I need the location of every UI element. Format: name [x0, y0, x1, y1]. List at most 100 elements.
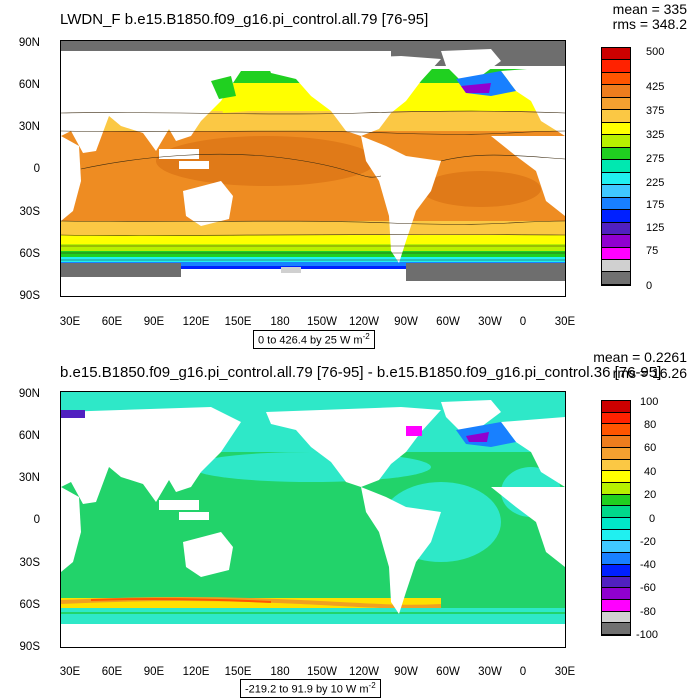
- colorbar-swatch: [602, 185, 630, 198]
- colorbar-swatch: [602, 60, 630, 73]
- panel-2-ytick: 90N: [18, 388, 40, 400]
- panel-1-ytick: 0: [33, 163, 40, 175]
- panel-1-cbar-label: 0: [646, 280, 653, 292]
- colorbar-swatch: [602, 135, 630, 148]
- colorbar-swatch: [602, 447, 630, 460]
- panel-1-xtick: 180: [270, 316, 290, 328]
- panel-1-ytick: 90S: [19, 290, 40, 302]
- panel-1-cbar-label: 75: [646, 245, 659, 257]
- panel-2-xtick: 150W: [306, 666, 338, 678]
- panel-1-range-exp: -2: [362, 332, 370, 341]
- panel-1-rms: rms = 348.2: [612, 16, 687, 32]
- panel-2-xtick: 120W: [348, 666, 380, 678]
- panel-1-cbar-label: 500: [646, 46, 665, 58]
- panel-2-colorbar-swatches: [602, 401, 630, 636]
- panel-1-xtick: 150W: [306, 316, 338, 328]
- colorbar-swatch: [602, 459, 630, 472]
- colorbar-swatch: [602, 401, 630, 413]
- panel-2-cbar-label: 0: [649, 513, 656, 525]
- panel-1-range-units: W m: [339, 334, 363, 347]
- panel-2-xtick: 90W: [394, 666, 418, 678]
- panel-2-range-units: W m: [345, 683, 369, 696]
- panel-1-xtick: 150E: [224, 316, 252, 328]
- panel-1-cbar-label: 125: [646, 222, 665, 234]
- panel-1-cbar-label: 375: [646, 105, 665, 117]
- colorbar-swatch: [602, 72, 630, 86]
- panel-2-xtick: 0: [519, 666, 527, 678]
- panel-2-cbar-label: 80: [644, 419, 657, 431]
- panel-2-xtick: 150E: [224, 666, 252, 678]
- panel-2-ytick: 30N: [18, 472, 40, 484]
- colorbar-swatch: [602, 599, 630, 612]
- panel-2-cbar-label: 100: [640, 396, 659, 408]
- colorbar-swatch: [602, 235, 630, 248]
- colorbar-swatch: [602, 172, 630, 186]
- panel-1-cbar-label: 275: [646, 153, 665, 165]
- panel-1-xtick: 90W: [394, 316, 418, 328]
- colorbar-swatch: [602, 506, 630, 519]
- panel-1-xtick: 120E: [182, 316, 210, 328]
- colorbar-swatch: [602, 611, 630, 624]
- panel-1-colorbar-swatches: [602, 48, 630, 285]
- panel-1-range-text: 0 to 426.4 by 25: [258, 334, 337, 347]
- panel-2-range-exp: -2: [368, 681, 376, 690]
- panel-1-ytick: 30S: [19, 206, 40, 218]
- colorbar-swatch: [602, 494, 630, 507]
- panel-2-ytick: 60S: [19, 599, 40, 611]
- colorbar-swatch: [602, 623, 630, 636]
- panel-1-xtick: 30E: [59, 316, 81, 328]
- panel-2-xtick: 90E: [143, 666, 165, 678]
- colorbar-swatch: [602, 85, 630, 98]
- panel-1-xtick: 60W: [436, 316, 460, 328]
- colorbar-swatch: [602, 259, 630, 273]
- panel-1-xtick: 30E: [554, 316, 576, 328]
- panel-2-ytick: 0: [33, 514, 40, 526]
- colorbar-swatch: [602, 553, 630, 565]
- panel-2-cbar-label: 20: [644, 489, 657, 501]
- colorbar-swatch: [602, 247, 630, 260]
- panel-2-cbar-label: -100: [636, 629, 659, 641]
- colorbar-swatch: [602, 588, 630, 600]
- panel-1-ytick: 30N: [18, 121, 40, 133]
- panel-1-map-svg: [61, 41, 565, 296]
- panel-1-map: [60, 40, 566, 297]
- colorbar-swatch: [602, 576, 630, 589]
- panel-2-colorbar: [601, 400, 631, 636]
- colorbar-swatch: [602, 210, 630, 223]
- panel-2-cbar-label: -20: [640, 536, 656, 548]
- panel-2-cbar-label: -80: [640, 606, 656, 618]
- panel-2-xtick: 180: [270, 666, 290, 678]
- colorbar-swatch: [602, 122, 630, 136]
- panel-1-xtick: 0: [519, 316, 527, 328]
- panel-2-ytick: 60N: [18, 430, 40, 442]
- colorbar-swatch: [602, 272, 630, 285]
- panel-2-title: b.e15.B1850.f09_g16.pi_control.all.79 [7…: [60, 364, 662, 381]
- colorbar-swatch: [602, 147, 630, 161]
- panel-1-ytick: 60S: [19, 248, 40, 260]
- panel-1-xtick: 60E: [101, 316, 123, 328]
- colorbar-swatch: [602, 97, 630, 111]
- panel-2-mean: mean = 0.2261: [593, 349, 687, 365]
- panel-1-range-label: 0 to 426.4 by 25 W m-2: [253, 330, 375, 349]
- colorbar-swatch: [602, 424, 630, 437]
- colorbar-swatch: [602, 48, 630, 61]
- panel-2-xtick: 30E: [59, 666, 81, 678]
- colorbar-swatch: [602, 541, 630, 554]
- panel-1-cbar-label: 225: [646, 177, 665, 189]
- panel-1-xtick: 90E: [143, 316, 165, 328]
- colorbar-swatch: [602, 436, 630, 448]
- panel-1-xtick: 120W: [348, 316, 380, 328]
- colorbar-swatch: [602, 471, 630, 483]
- panel-2-ytick: 30S: [19, 557, 40, 569]
- colorbar-swatch: [602, 412, 630, 425]
- panel-2-range-text: -219.2 to 91.9 by 10: [245, 683, 343, 696]
- panel-2-map: [60, 391, 566, 648]
- panel-1-cbar-label: 425: [646, 81, 665, 93]
- panel-2-xtick: 30E: [554, 666, 576, 678]
- panel-1-cbar-label: 175: [646, 199, 665, 211]
- panel-1-xtick: 30W: [478, 316, 502, 328]
- colorbar-swatch: [602, 482, 630, 495]
- panel-2-cbar-label: 40: [644, 466, 657, 478]
- panel-2-range-label: -219.2 to 91.9 by 10 W m-2: [240, 679, 381, 698]
- colorbar-swatch: [602, 160, 630, 173]
